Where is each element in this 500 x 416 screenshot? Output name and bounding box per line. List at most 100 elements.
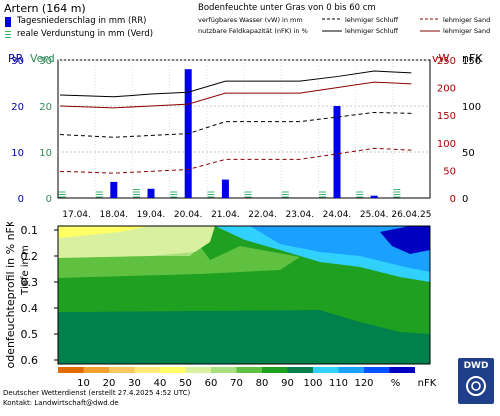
colorbar-swatch [185,367,211,373]
heatmap-y-tick: 0.5 [21,328,39,341]
vw-tick-label: 250 [437,56,456,67]
colorbar-swatch [58,367,84,373]
x-tick-label: 24.04. [323,210,352,220]
x-tick-label: 22.04. [248,210,277,220]
dwd-logo-text: DWD [463,361,489,371]
nfk-legend-label: nutzbare Feldkapazität (nFK) in % [198,27,308,35]
rr-tick-label: 30 [11,56,24,67]
soil-line [59,81,412,109]
vw-tick-label: 200 [437,84,456,95]
colorbar-tick: 80 [256,378,269,389]
rr-axis-label: RR [8,52,24,65]
x-tick-label: 17.04. [62,210,91,220]
station-title: Artern (164 m) [4,2,86,15]
heatmap-ylabel: Bodenfeuchteprofil in % nFK [4,222,17,368]
precip-bar [221,179,229,198]
colorbar: 10 20 30 40 50 60 70 80 90 100 110 120% nFK [58,367,437,389]
nfk-tick-label: 150 [462,56,481,67]
soil-legend-title: Bodenfeuchte unter Gras von 0 bis 60 cm [198,3,376,13]
verd-tick-label: 30 [39,56,52,67]
colorbar-swatch [211,367,237,373]
colorbar-tick: 30 [128,378,141,389]
colorbar-tick: 110 [329,378,348,389]
soil1-label-a: lehmiger Schluff [345,16,399,24]
verd-tick-label: 10 [39,148,52,159]
heatmap-zone [380,226,430,254]
verd-tick-label: 0 [46,194,52,205]
precip-legend-swatch [5,17,11,27]
x-tick-label: 21.04. [211,210,240,220]
soil-line [59,70,412,98]
colorbar-swatch [313,367,339,373]
heatmap-frame [57,225,431,365]
vw-legend-label: verfügbares Wasser (vW) in mm [198,16,303,24]
soil2-label-a: lehmiger Sand [443,16,491,24]
colorbar-swatch [83,367,109,373]
vw-tick-label: 100 [437,139,456,150]
soil-moisture-heatmap: 0.1 0.2 0.3 0.4 0.5 0.6 Bodenfeuchteprofil in … [4,222,431,368]
colorbar-swatch [160,367,186,373]
colorbar-tick: 50 [179,378,192,389]
soil-line [59,111,412,138]
soil-line [59,147,412,174]
heatmap-y-tick: 0.2 [21,250,39,263]
heatmap-zone [58,247,430,334]
heatmap-ylabel2: Tiefe in m [20,245,31,296]
colorbar-tick: 120 [354,378,373,389]
nfk-tick-label: 0 [462,194,468,205]
footer-line1: Deutscher Wetterdienst (erstellt 27.4.20… [3,389,191,397]
colorbar-tick: 40 [154,378,167,389]
verd-axis-label: Verd [30,52,55,65]
precip-bar [147,188,155,198]
vw-tick-label: 50 [443,166,456,177]
colorbar-tick: % [391,378,401,389]
footer-line2: Kontakt: Landwirtschaft@dwd.de [3,399,119,407]
precip-bar [110,181,118,198]
precip-bar [333,106,341,198]
x-tick-label: 23.04. [285,210,314,220]
heatmap-y-tick: 0.6 [21,354,39,367]
x-tick-label: 18.04. [99,210,128,220]
heatmap-y-tick: 0.3 [21,276,39,289]
colorbar-swatch [109,367,135,373]
colorbar-swatch [338,367,364,373]
soil2-label-b: lehmiger Sand [443,27,491,35]
colorbar-swatch [364,367,390,373]
vw-axis-label: vW [432,52,450,65]
x-tick-label: 19.04. [137,210,166,220]
precip-legend-label: Tagesniederschlag in mm (RR) [17,16,147,26]
colorbar-tick: 100 [303,378,322,389]
heatmap-y-tick: 0.1 [21,224,39,237]
rr-tick-label: 20 [11,102,24,113]
verd-tick-label: 20 [39,102,52,113]
colorbar-tick: 90 [281,378,294,389]
heatmap-zone [58,226,150,238]
nfk-tick-label: 100 [462,102,481,113]
rr-tick-label: 0 [18,194,24,205]
colorbar-swatch [262,367,288,373]
x-tick-label: 26.04.25 [391,210,431,220]
colorbar-swatch [236,367,262,373]
nfk-axis-label: nFK [462,52,483,65]
verd-legend-label: reale Verdunstung in mm (Verd) [17,29,154,39]
colorbar-tick: 10 [77,378,90,389]
x-tick-label: 20.04. [174,210,203,220]
soil1-label-b: lehmiger Schluff [345,27,399,35]
heatmap-zone [58,310,430,364]
colorbar-tick: 70 [230,378,243,389]
nfk-tick-label: 50 [462,148,475,159]
precip-bar [370,195,378,198]
dwd-logo: DWD [458,358,494,404]
colorbar-tick: 60 [205,378,218,389]
colorbar-swatch [389,367,415,373]
soil-line-legend [322,18,440,32]
colorbar-tick: 20 [103,378,116,389]
colorbar-swatch [287,367,313,373]
colorbar-tick: nFK [418,378,437,389]
colorbar-swatch [134,367,160,373]
vw-tick-label: 0 [450,194,456,205]
vw-tick-label: 150 [437,111,456,122]
x-tick-label: 25.04. [360,210,389,220]
verd-legend-swatch [5,31,11,40]
